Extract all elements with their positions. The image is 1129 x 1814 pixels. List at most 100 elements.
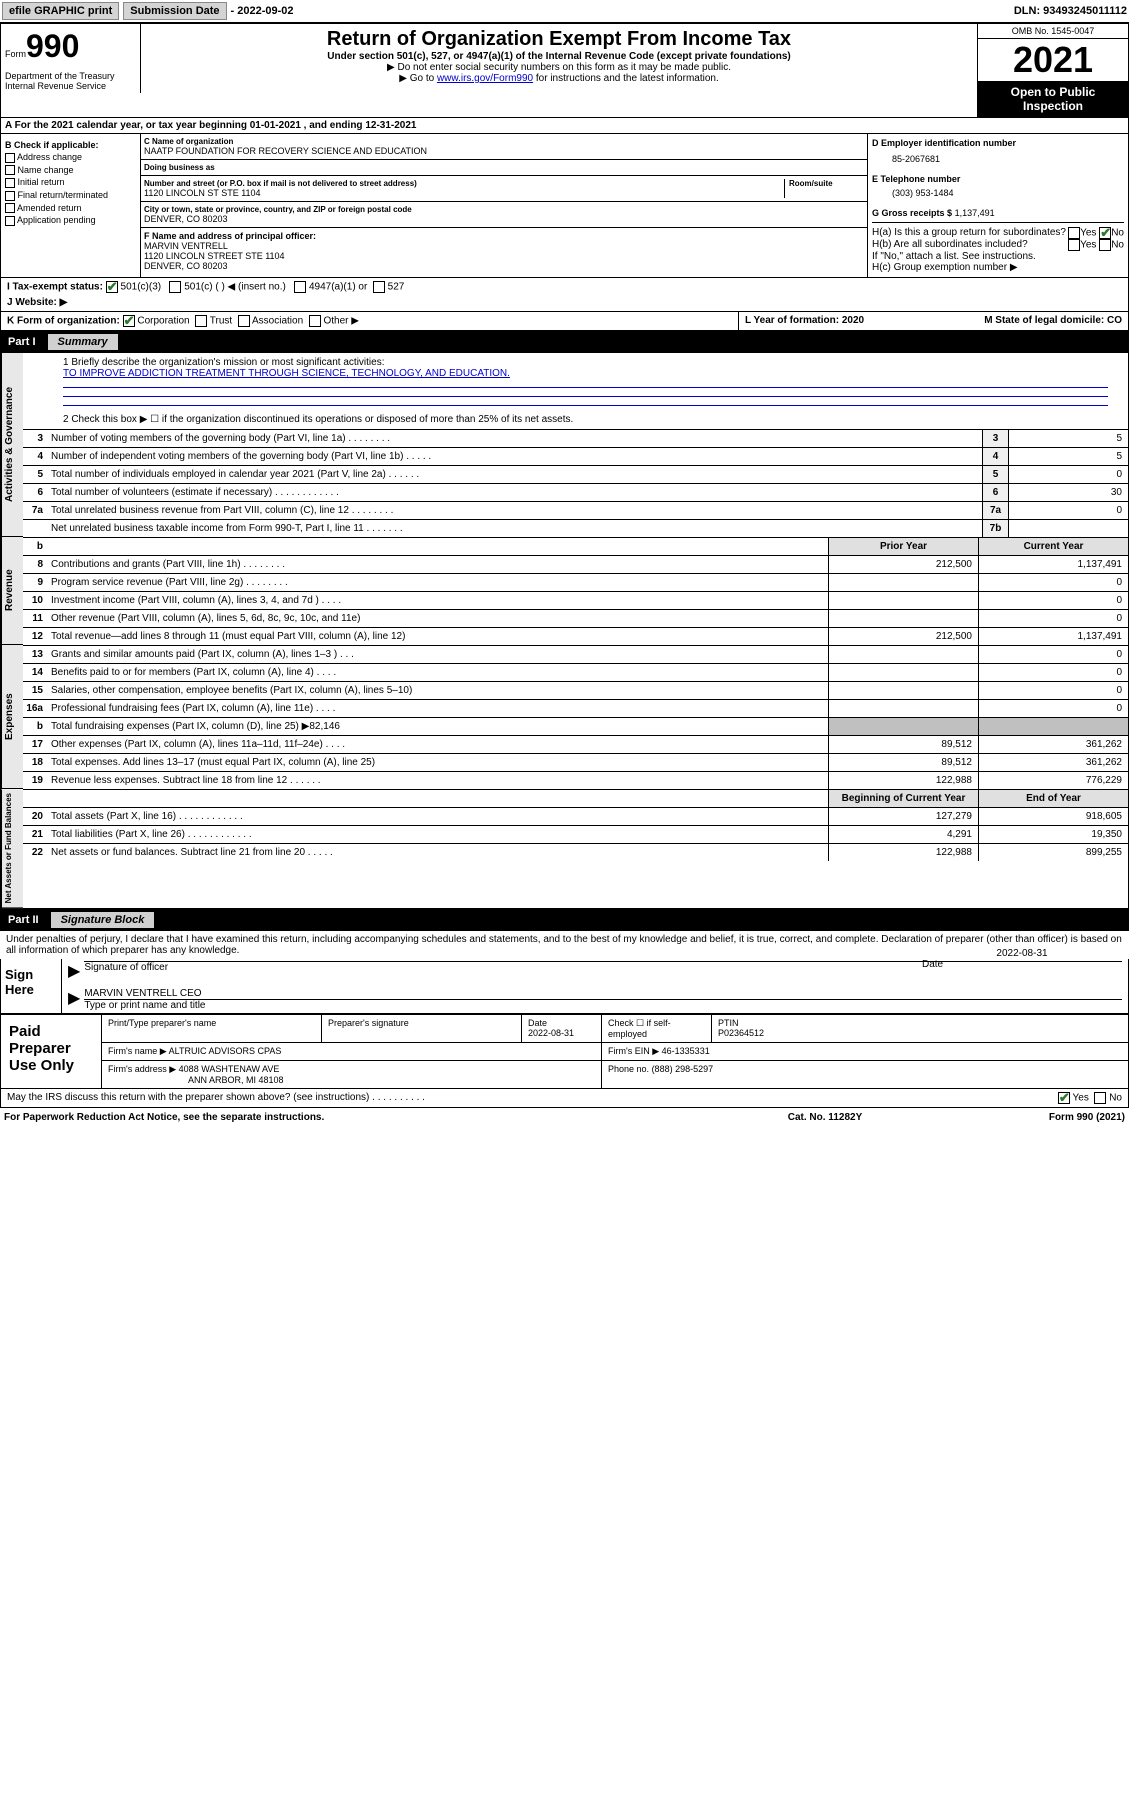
chk-initial: Initial return	[5, 177, 136, 188]
discuss-row: May the IRS discuss this return with the…	[0, 1089, 1129, 1108]
year-formation: L Year of formation: 2020	[745, 315, 984, 327]
form-ref: Form 990 (2021)	[925, 1112, 1125, 1123]
data-row: 14Benefits paid to or for members (Part …	[23, 663, 1128, 681]
ein: 85-2067681	[872, 148, 1124, 174]
org-name: NAATP FOUNDATION FOR RECOVERY SCIENCE AN…	[144, 146, 864, 156]
firm-name: ALTRUIC ADVISORS CPAS	[169, 1046, 282, 1056]
row-k: K Form of organization: Corporation Trus…	[0, 312, 1129, 331]
data-row: 10Investment income (Part VIII, column (…	[23, 591, 1128, 609]
form-title: Return of Organization Exempt From Incom…	[145, 28, 973, 51]
data-row: 8Contributions and grants (Part VIII, li…	[23, 555, 1128, 573]
col-b-header: B Check if applicable:	[5, 140, 136, 150]
chk-amended: Amended return	[5, 203, 136, 214]
na-headers: Beginning of Current Year End of Year	[23, 789, 1128, 807]
data-row: bTotal fundraising expenses (Part IX, co…	[23, 717, 1128, 735]
officer-cell: F Name and address of principal officer:…	[141, 228, 867, 274]
chk-final: Final return/terminated	[5, 190, 136, 201]
top-bar: efile GRAPHIC print Submission Date - 20…	[0, 0, 1129, 23]
side-netassets: Net Assets or Fund Balances	[1, 789, 23, 908]
col-b: B Check if applicable: Address change Na…	[1, 134, 141, 277]
row-a: A For the 2021 calendar year, or tax yea…	[0, 118, 1129, 134]
firm-ein: 46-1335331	[662, 1046, 710, 1056]
col-c: C Name of organization NAATP FOUNDATION …	[141, 134, 868, 277]
h-b: H(b) Are all subordinates included? Yes …	[872, 239, 1124, 251]
subtitle-1: Under section 501(c), 527, or 4947(a)(1)…	[145, 51, 973, 62]
dept: Department of the Treasury Internal Reve…	[1, 69, 141, 93]
subtitle-3: ▶ Go to www.irs.gov/Form990 for instruct…	[145, 73, 973, 84]
h-note: If "No," attach a list. See instructions…	[872, 251, 1124, 262]
main-block: B Check if applicable: Address change Na…	[0, 134, 1129, 278]
city-cell: City or town, state or province, country…	[141, 202, 867, 228]
sig-date: 2022-08-31	[922, 948, 1122, 959]
dba-cell: Doing business as	[141, 160, 867, 176]
ptin: P02364512	[718, 1028, 1122, 1038]
gov-row: 7aTotal unrelated business revenue from …	[23, 501, 1128, 519]
row-i: I Tax-exempt status: 501(c)(3) 501(c) ( …	[7, 281, 1122, 293]
h-a: H(a) Is this a group return for subordin…	[872, 227, 1124, 239]
firm-addr1: 4088 WASHTENAW AVE	[179, 1064, 280, 1074]
subdate-label: Submission Date	[123, 2, 226, 20]
footer: For Paperwork Reduction Act Notice, see …	[0, 1108, 1129, 1127]
part2-header: Part II Signature Block	[0, 909, 1129, 931]
data-row: 19Revenue less expenses. Subtract line 1…	[23, 771, 1128, 789]
data-row: 12Total revenue—add lines 8 through 11 (…	[23, 627, 1128, 645]
row-j: J Website: ▶	[7, 297, 1122, 308]
form-id: Form990	[1, 24, 141, 69]
footer-notice: For Paperwork Reduction Act Notice, see …	[4, 1112, 725, 1123]
col-d: D Employer identification number 85-2067…	[868, 134, 1128, 277]
sign-here-label: Sign Here	[1, 959, 61, 1013]
street-address: 1120 LINCOLN ST STE 1104	[144, 188, 784, 198]
year-column: OMB No. 1545-0047 2021 Open to Public In…	[978, 24, 1128, 117]
side-expenses: Expenses	[1, 645, 23, 789]
preparer-block: Paid Preparer Use Only Print/Type prepar…	[0, 1014, 1129, 1089]
title-column: Return of Organization Exempt From Incom…	[141, 24, 978, 117]
line2: 2 Check this box ▶ ☐ if the organization…	[63, 414, 1108, 425]
officer-name: MARVIN VENTRELL	[144, 241, 864, 251]
data-row: 17Other expenses (Part IX, column (A), l…	[23, 735, 1128, 753]
subdate-value: - 2022-09-02	[231, 5, 294, 17]
gov-row: 4Number of independent voting members of…	[23, 447, 1128, 465]
firm-addr2: ANN ARBOR, MI 48108	[108, 1075, 595, 1085]
data-row: 16aProfessional fundraising fees (Part I…	[23, 699, 1128, 717]
data-row: 22Net assets or fund balances. Subtract …	[23, 843, 1128, 861]
gov-row: 5Total number of individuals employed in…	[23, 465, 1128, 483]
sign-here-block: Sign Here ▶ Signature of officer 2022-08…	[0, 959, 1129, 1014]
omb-no: OMB No. 1545-0047	[978, 24, 1128, 39]
side-revenue: Revenue	[1, 537, 23, 645]
mission-block: 1 Briefly describe the organization's mi…	[23, 353, 1128, 429]
data-row: 15Salaries, other compensation, employee…	[23, 681, 1128, 699]
city-state-zip: DENVER, CO 80203	[144, 214, 864, 224]
data-row: 11Other revenue (Part VIII, column (A), …	[23, 609, 1128, 627]
data-row: 9Program service revenue (Part VIII, lin…	[23, 573, 1128, 591]
tax-year: 2021	[978, 39, 1128, 81]
col-headers: b Prior Year Current Year	[23, 537, 1128, 555]
row-i-j: I Tax-exempt status: 501(c)(3) 501(c) ( …	[0, 278, 1129, 312]
gov-row: 6Total number of volunteers (estimate if…	[23, 483, 1128, 501]
gov-row: Net unrelated business taxable income fr…	[23, 519, 1128, 537]
part1-body: Activities & Governance 1 Briefly descri…	[0, 353, 1129, 909]
dln: DLN: 93493245011112	[1014, 5, 1127, 17]
chk-pending: Application pending	[5, 215, 136, 226]
inspection-badge: Open to Public Inspection	[978, 81, 1128, 117]
data-row: 21Total liabilities (Part X, line 26) . …	[23, 825, 1128, 843]
domicile: M State of legal domicile: CO	[984, 315, 1122, 327]
phone: (303) 953-1484	[872, 184, 1124, 208]
data-row: 13Grants and similar amounts paid (Part …	[23, 645, 1128, 663]
chk-name: Name change	[5, 165, 136, 176]
mission-text[interactable]: TO IMPROVE ADDICTION TREATMENT THROUGH S…	[63, 368, 510, 379]
efile-button[interactable]: efile GRAPHIC print	[2, 2, 119, 20]
chk-address: Address change	[5, 152, 136, 163]
part1-header: Part I Summary	[0, 331, 1129, 353]
h-c: H(c) Group exemption number ▶	[872, 262, 1124, 273]
sig-name: MARVIN VENTRELL CEO	[84, 988, 1122, 999]
subtitle-2: ▶ Do not enter social security numbers o…	[145, 62, 973, 73]
addr-cell: Number and street (or P.O. box if mail i…	[141, 176, 867, 202]
form-header: Form990 Department of the Treasury Inter…	[0, 23, 1129, 118]
preparer-label: Paid Preparer Use Only	[1, 1015, 101, 1088]
data-row: 20Total assets (Part X, line 16) . . . .…	[23, 807, 1128, 825]
irs-link[interactable]: www.irs.gov/Form990	[437, 73, 533, 84]
gross-receipts: G Gross receipts $ 1,137,491	[872, 208, 1124, 218]
side-governance: Activities & Governance	[1, 353, 23, 537]
gov-row: 3Number of voting members of the governi…	[23, 429, 1128, 447]
sig-officer-lbl: Signature of officer	[84, 962, 168, 973]
